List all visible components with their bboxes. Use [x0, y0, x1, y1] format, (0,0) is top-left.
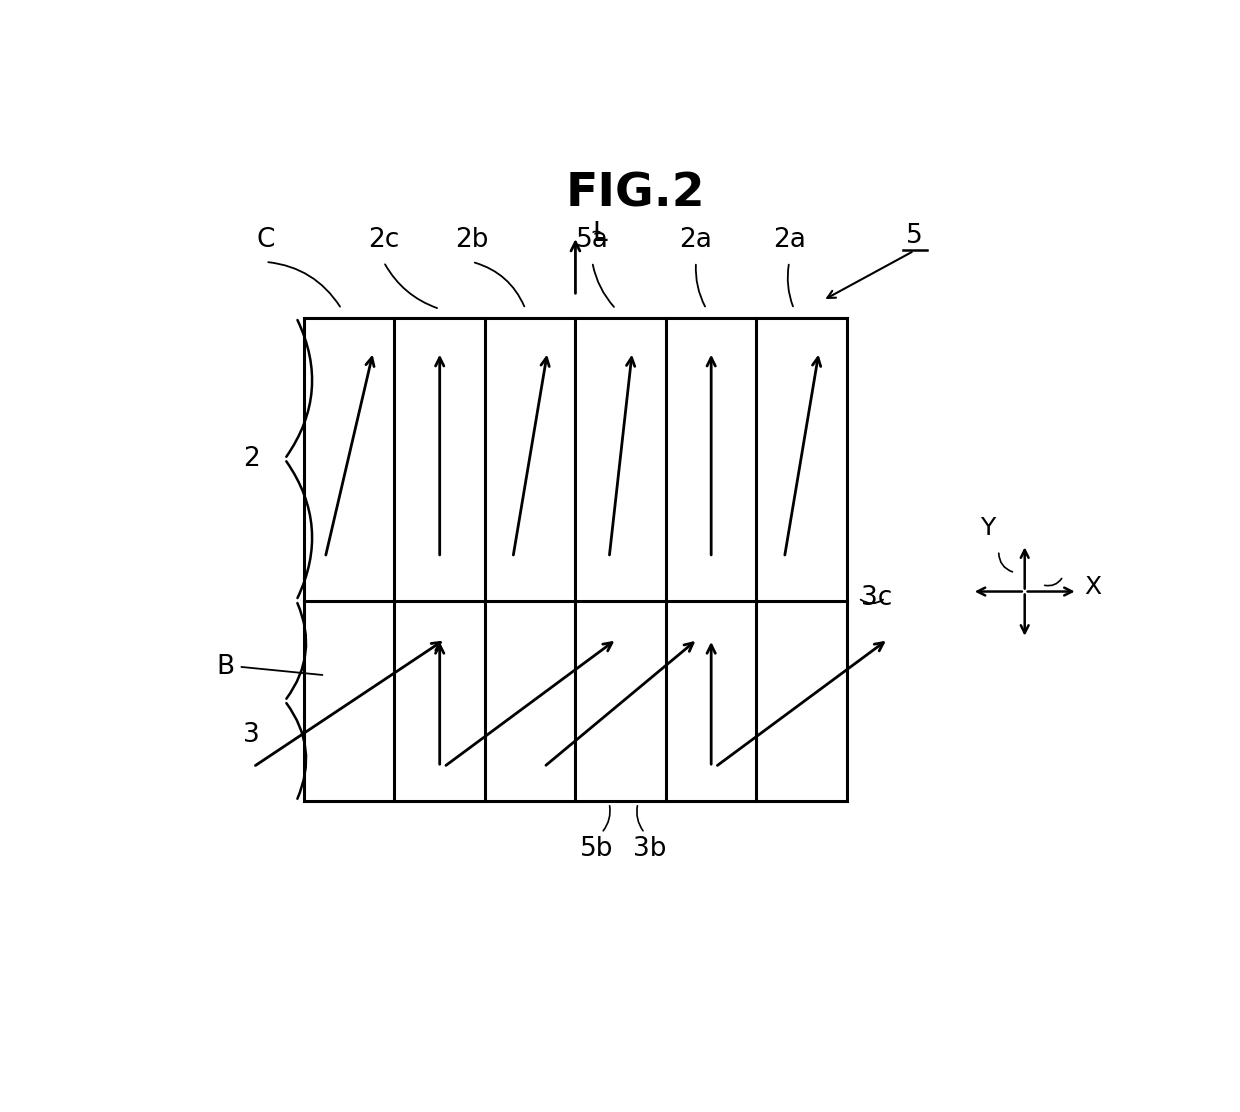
Text: 5: 5 — [905, 224, 923, 249]
Text: C: C — [257, 227, 275, 254]
Text: 2b: 2b — [455, 227, 489, 254]
Text: 3c: 3c — [862, 585, 893, 610]
Text: FIG.2: FIG.2 — [565, 172, 706, 217]
Text: B: B — [217, 654, 234, 679]
Text: 5a: 5a — [575, 227, 609, 254]
Bar — [304, 318, 847, 802]
Text: 5b: 5b — [580, 835, 614, 862]
Text: L: L — [593, 220, 608, 247]
Text: X: X — [1084, 575, 1101, 599]
Text: 3b: 3b — [632, 835, 666, 862]
Text: 3: 3 — [243, 722, 259, 748]
Text: 2a: 2a — [773, 227, 806, 254]
Text: 2: 2 — [243, 446, 259, 471]
Text: 2a: 2a — [680, 227, 713, 254]
Text: Y: Y — [981, 516, 996, 540]
Text: 2c: 2c — [368, 227, 399, 254]
